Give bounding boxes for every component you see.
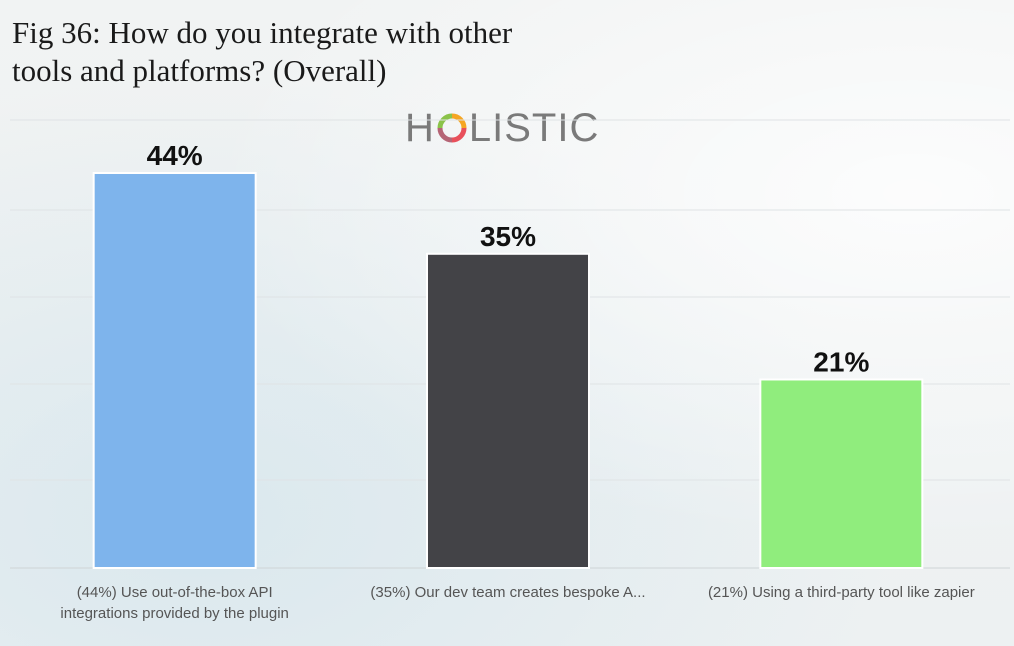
value-labels-group: 44% 35% 21% [147, 140, 870, 377]
category-tick-label-line: (44%) Use out-of-the-box API [77, 584, 273, 601]
bar-value-label: 44% [147, 140, 203, 171]
bar-value-label: 35% [480, 221, 536, 252]
chart-title-line-2: tools and platforms? (Overall) [12, 53, 387, 88]
bar-value-label: 21% [813, 346, 869, 377]
bar[interactable] [92, 172, 257, 569]
chart-title: Fig 36: How do you integrate with other … [12, 14, 692, 90]
logo-text-start: H [405, 105, 435, 150]
category-tick-label-line: (21%) Using a third-party tool like zapi… [708, 584, 975, 601]
category-tick-label: (44%) Use out-of-the-box API integrations… [60, 584, 289, 622]
category-labels-group: (44%) Use out-of-the-box API integrations… [60, 584, 974, 622]
bar[interactable] [426, 252, 590, 570]
category-tick-label: (21%) Using a third-party tool like zapi… [708, 584, 975, 601]
logo-text-end: LISTIC [468, 105, 600, 150]
bars-group [92, 172, 924, 570]
bar[interactable] [759, 378, 924, 569]
category-tick-label: (35%) Our dev team creates bespoke A... [370, 584, 645, 601]
chart-title-line-1: Fig 36: How do you integrate with other [12, 15, 513, 50]
category-tick-label-line: integrations provided by the plugin [60, 605, 289, 622]
category-tick-label-line: (35%) Our dev team creates bespoke A... [370, 584, 645, 601]
